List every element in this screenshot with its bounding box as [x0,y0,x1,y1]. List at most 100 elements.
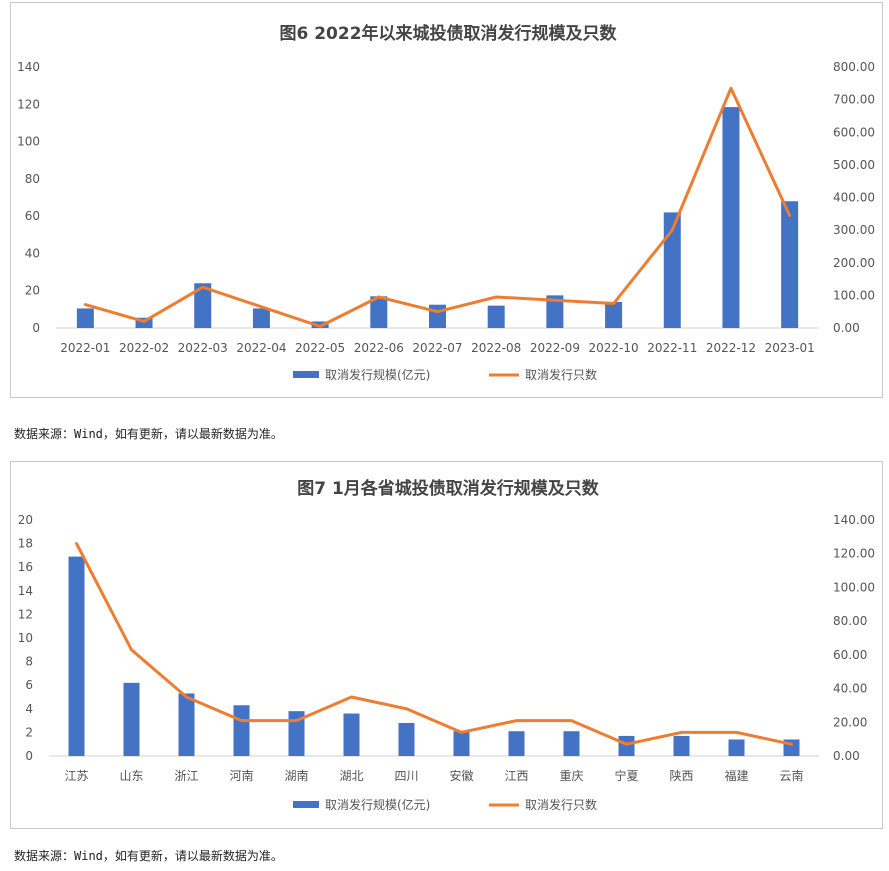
x-tick-label: 陕西 [669,768,693,783]
data-source-note-2: 数据来源：Wind，如有更新，请以最新数据为准。 [14,849,283,863]
x-tick-label: 2022-11 [647,341,697,355]
y-left-tick-label: 140 [17,60,40,74]
bar [252,308,270,328]
x-tick-label: 四川 [394,769,418,783]
y-right-tick-label: 600.00 [833,125,875,139]
y-left-tick-label: 16 [18,560,33,574]
x-tick-label: 2022-09 [530,341,580,355]
y-right-tick-label: 20.00 [833,715,867,729]
y-left-tick-label: 20 [25,284,40,298]
bar [68,556,85,756]
x-tick-label: 2022-07 [412,341,462,355]
bar [722,107,740,328]
y-right-tick-label: 100.00 [833,580,875,594]
y-left-tick-label: 60 [25,209,40,223]
legend-swatch-bar [293,371,319,378]
y-left-tick-label: 18 [18,537,33,551]
y-right-tick-label: 700.00 [833,93,875,107]
bar [233,705,250,756]
chart-panel-2: 图7 1月各省城投债取消发行规模及只数 0 2 4 6 8 10 12 14 16 18 20 0.00… [10,461,883,829]
bar [76,308,94,328]
y-right-tick-label: 500.00 [833,158,875,172]
y-right-tick-label: 40.00 [833,682,867,696]
y-right-tick-label: 200.00 [833,256,875,270]
legend-swatch-bar [293,801,319,808]
x-tick-label: 福建 [724,768,748,783]
x-tick-label: 2022-08 [471,341,521,355]
x-tick-label: 2022-01 [60,341,110,355]
x-tick-label: 2022-03 [178,341,228,355]
legend-label-bar: 取消发行规模(亿元) [325,797,430,812]
y-left-tick-label: 120 [17,97,40,111]
y-left-tick-label: 2 [25,725,33,739]
bar [663,212,681,328]
bar [546,295,564,328]
x-tick-label: 云南 [779,768,803,783]
x-tick-label: 2022-02 [119,341,169,355]
bar [487,305,505,328]
data-source-note-1: 数据来源：Wind，如有更新，请以最新数据为准。 [14,427,283,441]
x-tick-label: 2022-12 [706,341,756,355]
y-right-tick-label: 120.00 [833,547,875,561]
x-tick-label: 河南 [229,768,253,783]
bar [194,283,212,328]
y-left-tick-label: 0 [25,749,33,763]
bar [728,739,745,756]
bar [178,693,195,756]
x-tick-label: 重庆 [559,769,583,783]
series-line [75,542,793,746]
legend-label-line: 取消发行只数 [525,367,597,382]
y-left-tick-label: 100 [17,135,40,149]
legend-label-line: 取消发行只数 [525,797,597,812]
bar [453,731,470,756]
x-tick-label: 浙江 [174,769,198,783]
y-right-tick-label: 60.00 [833,648,867,662]
x-tick-label: 2023-01 [765,341,815,355]
y-right-tick-label: 80.00 [833,614,867,628]
bar [398,722,415,756]
y-right-tick-label: 0.00 [833,749,860,763]
y-left-tick-label: 10 [18,631,33,645]
x-tick-label: 2022-04 [236,341,286,355]
y-right-tick-label: 300.00 [833,223,875,237]
bar [429,304,446,328]
y-right-tick-label: 400.00 [833,191,875,205]
bar [370,296,388,328]
y-left-tick-label: 6 [25,678,33,692]
chart-2-svg: 图7 1月各省城投债取消发行规模及只数 0 2 4 6 8 10 12 14 16 18 20 0.00… [18,478,875,812]
chart-title: 图7 1月各省城投债取消发行规模及只数 [297,478,600,499]
x-tick-label: 湖北 [339,768,363,783]
y-left-tick-label: 80 [25,172,40,186]
x-tick-label: 宁夏 [614,768,638,783]
y-left-tick-label: 4 [25,702,33,716]
bar [563,731,580,756]
x-tick-label: 山东 [119,769,143,783]
bar [508,731,525,756]
y-left-tick-label: 0 [32,321,40,335]
x-tick-label: 江苏 [64,769,88,783]
y-left-tick-label: 12 [18,607,33,621]
series-line [83,86,792,328]
y-left-tick-label: 20 [18,513,33,527]
y-right-tick-label: 140.00 [833,513,875,527]
y-left-tick-label: 40 [25,246,40,260]
y-left-tick-label: 14 [18,584,33,598]
x-tick-label: 湖南 [284,768,308,783]
chart-1-svg: 图6 2022年以来城投债取消发行规模及只数 0 20 40 60 80 100 120 140… [17,23,875,382]
legend-label-bar: 取消发行规模(亿元) [325,367,430,382]
chart-title: 图6 2022年以来城投债取消发行规模及只数 [279,23,617,44]
y-right-tick-label: 100.00 [833,288,875,302]
bar [605,301,623,328]
x-tick-label: 2022-05 [295,341,345,355]
y-left-tick-label: 8 [25,655,33,669]
y-right-tick-label: 0.00 [833,321,860,335]
bar [288,711,305,756]
x-tick-label: 江西 [504,769,528,783]
bar [618,735,635,756]
x-tick-label: 安徽 [449,768,473,783]
bar [343,713,360,756]
bar [123,682,140,756]
y-right-tick-label: 800.00 [833,60,875,74]
x-tick-label: 2022-06 [354,341,404,355]
chart-panel-1: 图6 2022年以来城投债取消发行规模及只数 0 20 40 60 80 100 120 140… [10,2,883,398]
